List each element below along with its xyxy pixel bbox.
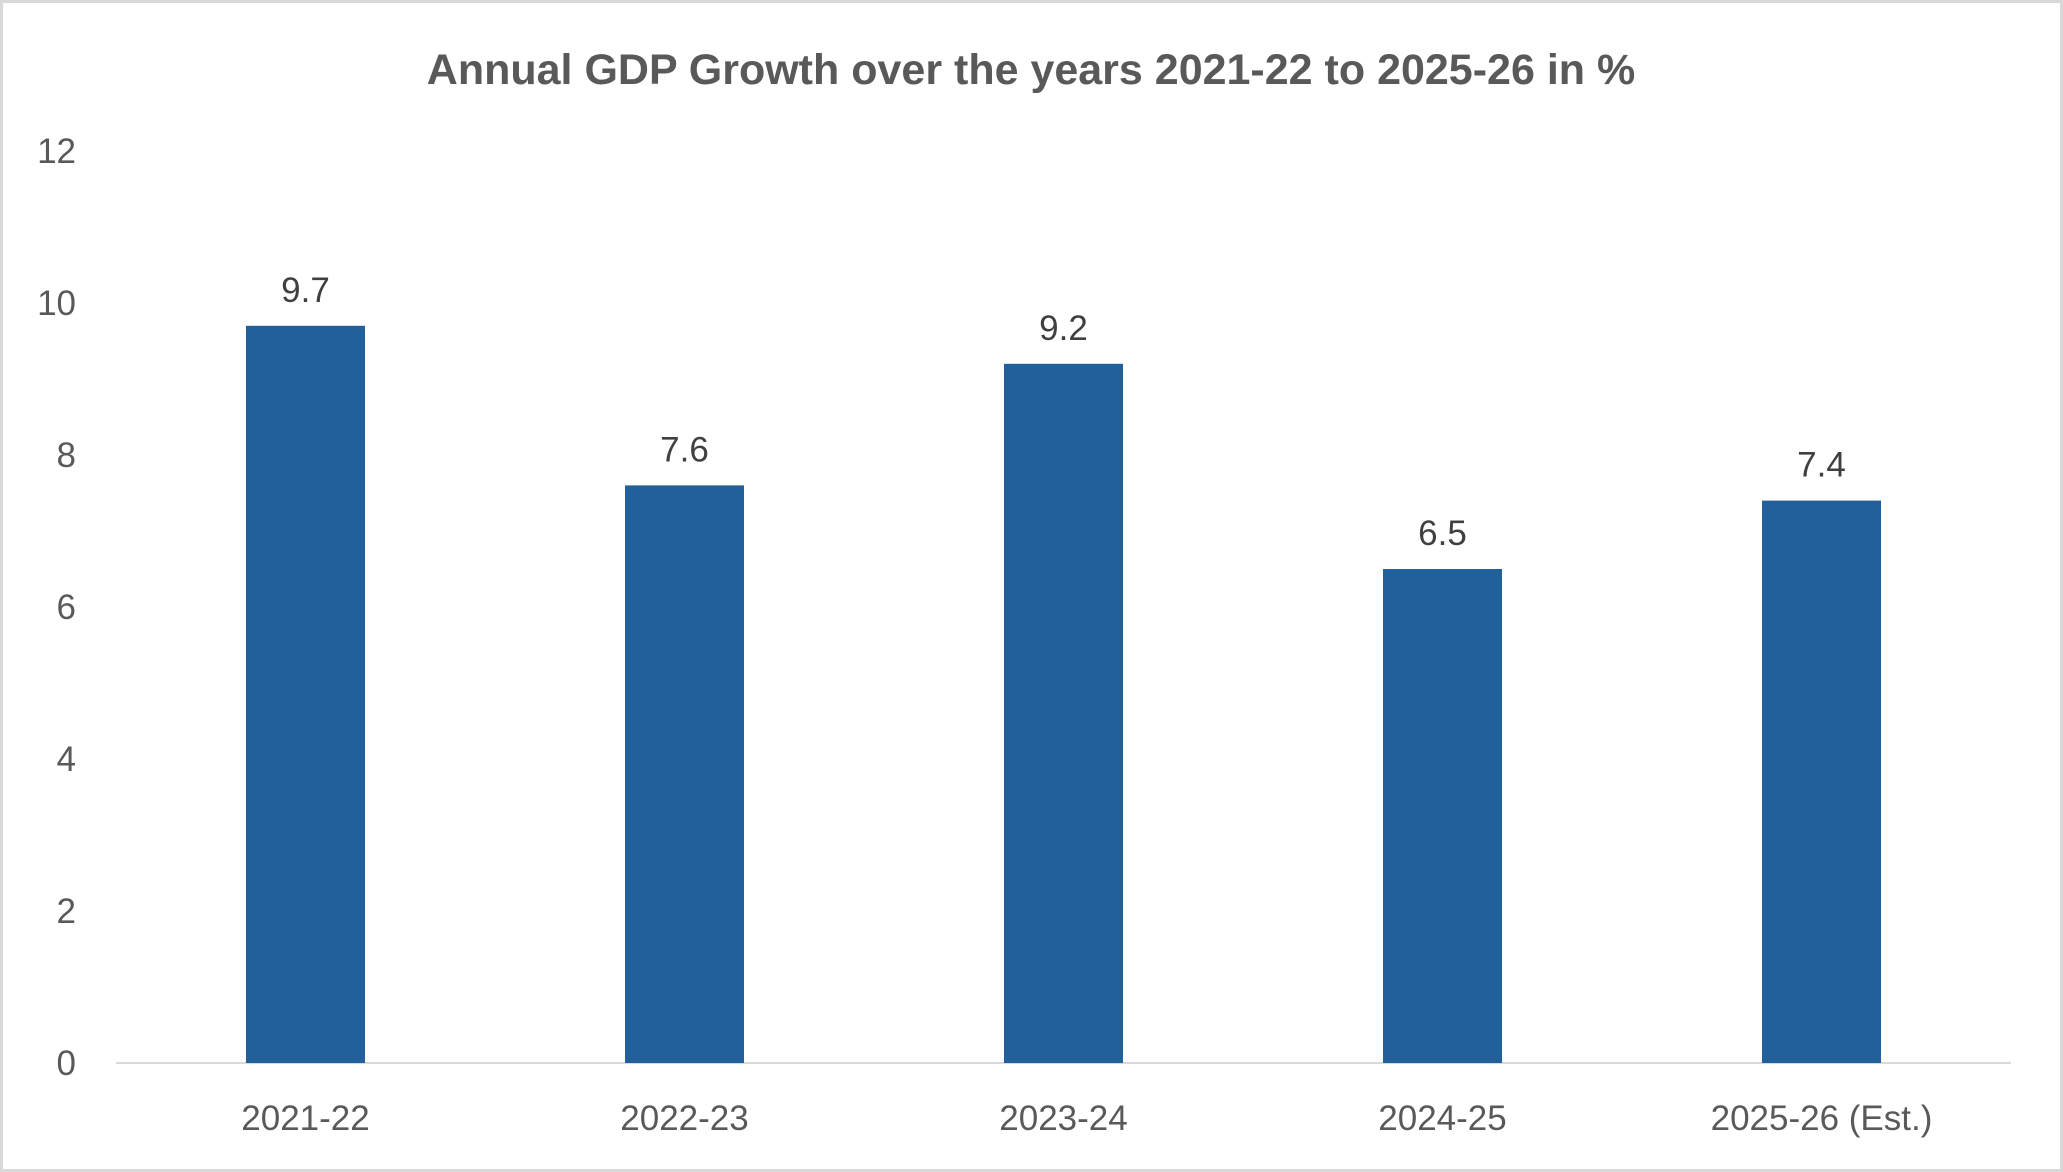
y-tick-label: 12 [37, 132, 76, 171]
y-tick-label: 10 [37, 284, 76, 323]
y-tick-label: 8 [57, 436, 76, 475]
x-tick-label: 2023-24 [999, 1099, 1127, 1138]
data-label: 7.6 [660, 430, 709, 469]
y-tick-label: 4 [57, 740, 76, 779]
y-tick-label: 0 [57, 1044, 76, 1083]
data-label: 9.7 [281, 271, 330, 310]
x-tick-label: 2021-22 [241, 1099, 369, 1138]
bar [1004, 363, 1123, 1063]
data-label: 7.4 [1797, 446, 1846, 485]
bar [1383, 569, 1502, 1063]
bar [246, 325, 365, 1063]
x-tick-label: 2022-23 [620, 1099, 748, 1138]
data-label: 9.2 [1039, 309, 1088, 348]
chart-title: Annual GDP Growth over the years 2021-22… [427, 46, 1635, 94]
y-tick-label: 2 [57, 892, 76, 931]
y-tick-label: 6 [57, 588, 76, 627]
x-tick-label: 2025-26 (Est.) [1711, 1099, 1933, 1138]
data-label: 6.5 [1418, 514, 1467, 553]
bar [1762, 500, 1881, 1064]
x-tick-label: 2024-25 [1378, 1099, 1506, 1138]
bar [625, 485, 744, 1063]
